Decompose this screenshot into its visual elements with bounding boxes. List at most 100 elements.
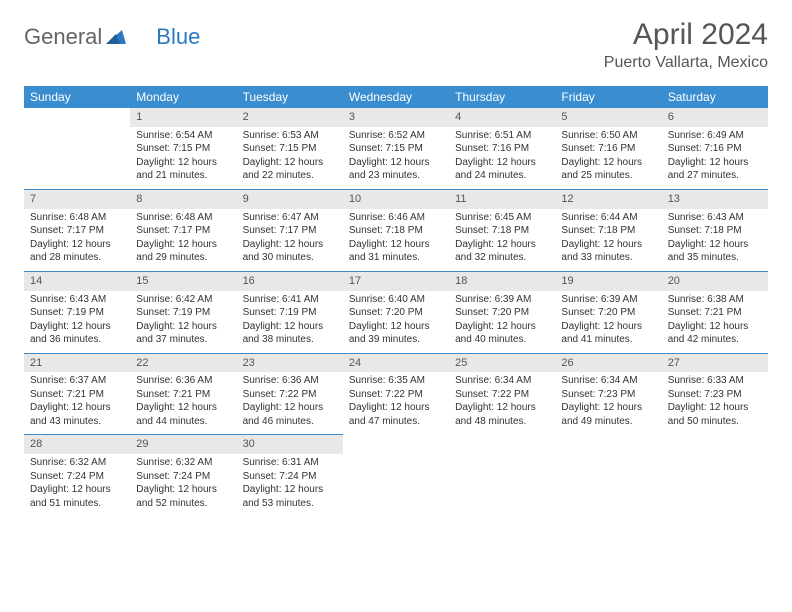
day-number: 15 bbox=[130, 271, 236, 291]
sunrise-text: Sunrise: 6:41 AM bbox=[243, 293, 337, 307]
day-details: Sunrise: 6:39 AMSunset: 7:20 PMDaylight:… bbox=[449, 291, 555, 353]
calendar-day-cell: 26Sunrise: 6:34 AMSunset: 7:23 PMDayligh… bbox=[555, 353, 661, 435]
sunset-text: Sunset: 7:17 PM bbox=[243, 224, 337, 238]
daylight-text: Daylight: 12 hours and 30 minutes. bbox=[243, 238, 337, 265]
sunset-text: Sunset: 7:16 PM bbox=[668, 142, 762, 156]
calendar-day-cell: 8Sunrise: 6:48 AMSunset: 7:17 PMDaylight… bbox=[130, 189, 236, 271]
day-number: 22 bbox=[130, 353, 236, 373]
day-number: 17 bbox=[343, 271, 449, 291]
calendar-day-cell: 1Sunrise: 6:54 AMSunset: 7:15 PMDaylight… bbox=[130, 108, 236, 189]
calendar-week-row: 14Sunrise: 6:43 AMSunset: 7:19 PMDayligh… bbox=[24, 271, 768, 353]
daylight-text: Daylight: 12 hours and 37 minutes. bbox=[136, 320, 230, 347]
sunrise-text: Sunrise: 6:52 AM bbox=[349, 129, 443, 143]
daylight-text: Daylight: 12 hours and 47 minutes. bbox=[349, 401, 443, 428]
calendar-day-cell: 2Sunrise: 6:53 AMSunset: 7:15 PMDaylight… bbox=[237, 108, 343, 189]
day-number: 24 bbox=[343, 353, 449, 373]
calendar-day-cell: 16Sunrise: 6:41 AMSunset: 7:19 PMDayligh… bbox=[237, 271, 343, 353]
calendar-day-cell: 27Sunrise: 6:33 AMSunset: 7:23 PMDayligh… bbox=[662, 353, 768, 435]
sunset-text: Sunset: 7:18 PM bbox=[668, 224, 762, 238]
calendar-column-header: Tuesday bbox=[237, 86, 343, 108]
sunset-text: Sunset: 7:15 PM bbox=[136, 142, 230, 156]
sunrise-text: Sunrise: 6:48 AM bbox=[30, 211, 124, 225]
calendar-day-cell: 5Sunrise: 6:50 AMSunset: 7:16 PMDaylight… bbox=[555, 108, 661, 189]
daylight-text: Daylight: 12 hours and 42 minutes. bbox=[668, 320, 762, 347]
sunrise-text: Sunrise: 6:51 AM bbox=[455, 129, 549, 143]
day-number: 4 bbox=[449, 108, 555, 127]
day-number: 11 bbox=[449, 189, 555, 209]
day-details: Sunrise: 6:49 AMSunset: 7:16 PMDaylight:… bbox=[662, 127, 768, 189]
day-number: 30 bbox=[237, 434, 343, 454]
day-number: 5 bbox=[555, 108, 661, 127]
day-details: Sunrise: 6:54 AMSunset: 7:15 PMDaylight:… bbox=[130, 127, 236, 189]
calendar-week-row: 1Sunrise: 6:54 AMSunset: 7:15 PMDaylight… bbox=[24, 108, 768, 189]
day-details: Sunrise: 6:45 AMSunset: 7:18 PMDaylight:… bbox=[449, 209, 555, 271]
calendar-day-cell: 6Sunrise: 6:49 AMSunset: 7:16 PMDaylight… bbox=[662, 108, 768, 189]
sunrise-text: Sunrise: 6:34 AM bbox=[561, 374, 655, 388]
day-number: 20 bbox=[662, 271, 768, 291]
calendar-day-cell: 7Sunrise: 6:48 AMSunset: 7:17 PMDaylight… bbox=[24, 189, 130, 271]
sunrise-text: Sunrise: 6:34 AM bbox=[455, 374, 549, 388]
day-details: Sunrise: 6:40 AMSunset: 7:20 PMDaylight:… bbox=[343, 291, 449, 353]
day-number: 16 bbox=[237, 271, 343, 291]
day-number: 13 bbox=[662, 189, 768, 209]
day-number: 10 bbox=[343, 189, 449, 209]
day-number: 27 bbox=[662, 353, 768, 373]
sunset-text: Sunset: 7:19 PM bbox=[136, 306, 230, 320]
calendar-day-cell: 28Sunrise: 6:32 AMSunset: 7:24 PMDayligh… bbox=[24, 434, 130, 516]
sunset-text: Sunset: 7:22 PM bbox=[349, 388, 443, 402]
sunset-text: Sunset: 7:17 PM bbox=[136, 224, 230, 238]
sunrise-text: Sunrise: 6:38 AM bbox=[668, 293, 762, 307]
calendar-day-cell bbox=[662, 434, 768, 516]
calendar-day-cell: 11Sunrise: 6:45 AMSunset: 7:18 PMDayligh… bbox=[449, 189, 555, 271]
sunrise-text: Sunrise: 6:39 AM bbox=[455, 293, 549, 307]
sunset-text: Sunset: 7:24 PM bbox=[30, 470, 124, 484]
month-title: April 2024 bbox=[604, 18, 768, 52]
calendar-week-row: 28Sunrise: 6:32 AMSunset: 7:24 PMDayligh… bbox=[24, 434, 768, 516]
day-number: 12 bbox=[555, 189, 661, 209]
day-number: 28 bbox=[24, 434, 130, 454]
calendar-day-cell: 23Sunrise: 6:36 AMSunset: 7:22 PMDayligh… bbox=[237, 353, 343, 435]
day-details: Sunrise: 6:53 AMSunset: 7:15 PMDaylight:… bbox=[237, 127, 343, 189]
day-details: Sunrise: 6:51 AMSunset: 7:16 PMDaylight:… bbox=[449, 127, 555, 189]
sunset-text: Sunset: 7:21 PM bbox=[30, 388, 124, 402]
calendar-day-cell: 17Sunrise: 6:40 AMSunset: 7:20 PMDayligh… bbox=[343, 271, 449, 353]
sunset-text: Sunset: 7:19 PM bbox=[30, 306, 124, 320]
calendar-day-cell: 29Sunrise: 6:32 AMSunset: 7:24 PMDayligh… bbox=[130, 434, 236, 516]
calendar-day-cell: 21Sunrise: 6:37 AMSunset: 7:21 PMDayligh… bbox=[24, 353, 130, 435]
sunset-text: Sunset: 7:22 PM bbox=[455, 388, 549, 402]
daylight-text: Daylight: 12 hours and 32 minutes. bbox=[455, 238, 549, 265]
day-number: 6 bbox=[662, 108, 768, 127]
day-details: Sunrise: 6:33 AMSunset: 7:23 PMDaylight:… bbox=[662, 372, 768, 434]
sunrise-text: Sunrise: 6:49 AM bbox=[668, 129, 762, 143]
daylight-text: Daylight: 12 hours and 21 minutes. bbox=[136, 156, 230, 183]
day-number: 1 bbox=[130, 108, 236, 127]
calendar-day-cell: 25Sunrise: 6:34 AMSunset: 7:22 PMDayligh… bbox=[449, 353, 555, 435]
sunset-text: Sunset: 7:16 PM bbox=[455, 142, 549, 156]
title-block: April 2024 Puerto Vallarta, Mexico bbox=[604, 18, 768, 72]
daylight-text: Daylight: 12 hours and 43 minutes. bbox=[30, 401, 124, 428]
daylight-text: Daylight: 12 hours and 22 minutes. bbox=[243, 156, 337, 183]
daylight-text: Daylight: 12 hours and 48 minutes. bbox=[455, 401, 549, 428]
calendar-day-cell: 9Sunrise: 6:47 AMSunset: 7:17 PMDaylight… bbox=[237, 189, 343, 271]
sunrise-text: Sunrise: 6:46 AM bbox=[349, 211, 443, 225]
daylight-text: Daylight: 12 hours and 53 minutes. bbox=[243, 483, 337, 510]
day-number: 23 bbox=[237, 353, 343, 373]
day-details: Sunrise: 6:43 AMSunset: 7:19 PMDaylight:… bbox=[24, 291, 130, 353]
day-details: Sunrise: 6:48 AMSunset: 7:17 PMDaylight:… bbox=[130, 209, 236, 271]
sunrise-text: Sunrise: 6:36 AM bbox=[136, 374, 230, 388]
calendar-body: 1Sunrise: 6:54 AMSunset: 7:15 PMDaylight… bbox=[24, 108, 768, 516]
calendar-day-cell: 3Sunrise: 6:52 AMSunset: 7:15 PMDaylight… bbox=[343, 108, 449, 189]
sunrise-text: Sunrise: 6:33 AM bbox=[668, 374, 762, 388]
calendar-day-cell: 12Sunrise: 6:44 AMSunset: 7:18 PMDayligh… bbox=[555, 189, 661, 271]
sunset-text: Sunset: 7:20 PM bbox=[561, 306, 655, 320]
calendar-column-header: Thursday bbox=[449, 86, 555, 108]
sunrise-text: Sunrise: 6:50 AM bbox=[561, 129, 655, 143]
sunset-text: Sunset: 7:20 PM bbox=[455, 306, 549, 320]
calendar-day-cell: 24Sunrise: 6:35 AMSunset: 7:22 PMDayligh… bbox=[343, 353, 449, 435]
calendar-day-cell bbox=[24, 108, 130, 189]
calendar-column-header: Friday bbox=[555, 86, 661, 108]
day-details: Sunrise: 6:37 AMSunset: 7:21 PMDaylight:… bbox=[24, 372, 130, 434]
calendar-day-cell bbox=[449, 434, 555, 516]
sunset-text: Sunset: 7:19 PM bbox=[243, 306, 337, 320]
day-details: Sunrise: 6:39 AMSunset: 7:20 PMDaylight:… bbox=[555, 291, 661, 353]
